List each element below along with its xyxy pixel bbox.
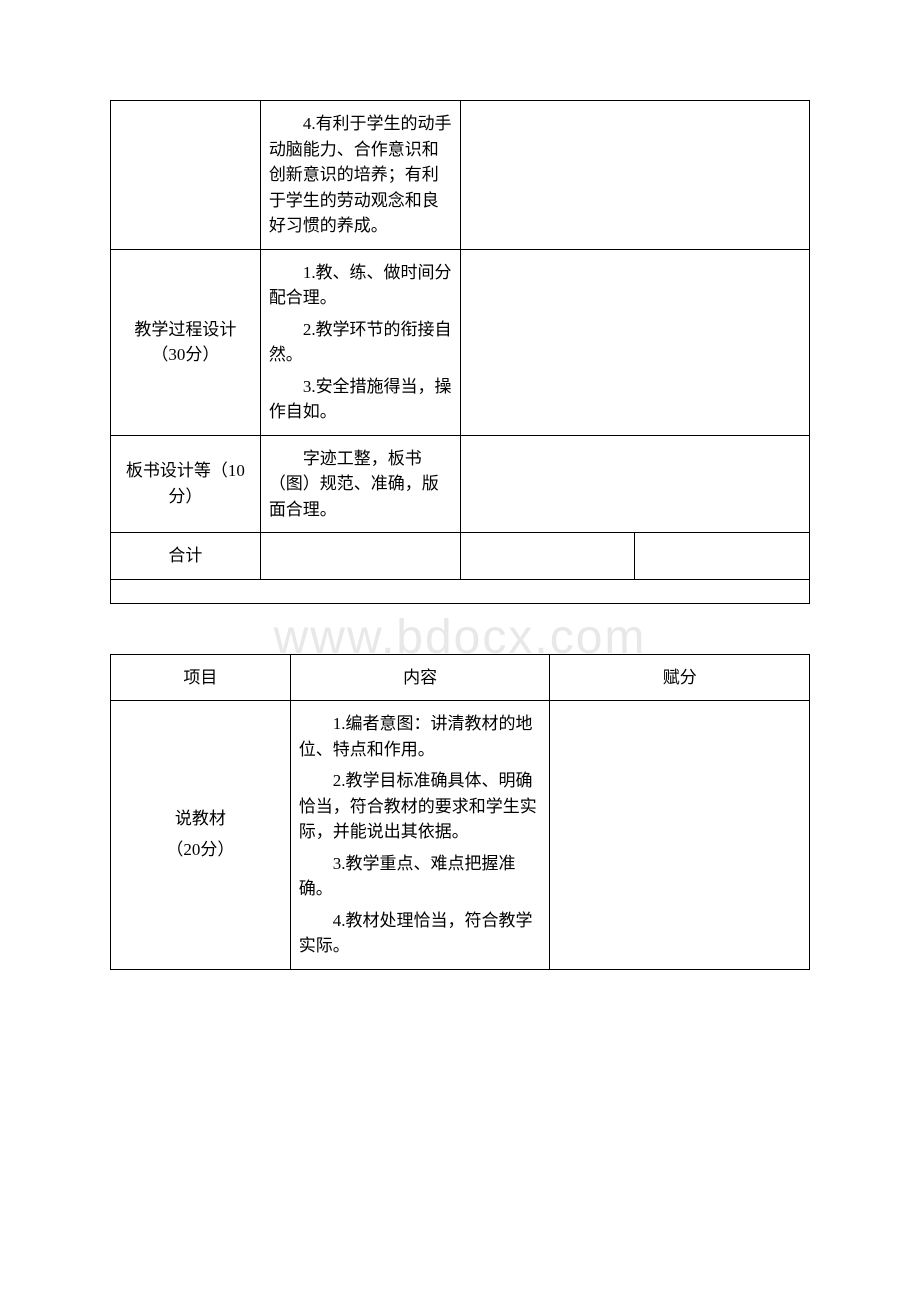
score-cell-right [635,533,810,580]
content-para: 4.有利于学生的动手动脑能力、合作意识和创新意识的培养；有利于学生的劳动观念和良… [269,111,452,239]
header-score: 赋分 [550,654,810,701]
header-content: 内容 [290,654,550,701]
content-para: 1.教、练、做时间分配合理。 [269,260,452,311]
score-cell [550,701,810,970]
content-para: 3.教学重点、难点把握准确。 [299,851,542,902]
content-cell: 1.教、练、做时间分配合理。 2.教学环节的衔接自然。 3.安全措施得当，操作自… [260,249,460,435]
table-row: 教学过程设计（30分） 1.教、练、做时间分配合理。 2.教学环节的衔接自然。 … [111,249,810,435]
category-cell: 说教材 （20分） [111,701,291,970]
content-para: 字迹工整，板书（图）规范、准确，版面合理。 [269,446,452,523]
content-para: 2.教学环节的衔接自然。 [269,317,452,368]
score-cell [460,249,809,435]
evaluation-table-2: 项目 内容 赋分 说教材 （20分） 1.编者意图：讲清教材的地位、特点和作用。… [110,654,810,970]
table-header-row: 项目 内容 赋分 [111,654,810,701]
category-line: 说教材 [119,804,282,835]
empty-row-cell [111,579,810,603]
score-cell-left [460,533,635,580]
content-para: 3.安全措施得当，操作自如。 [269,374,452,425]
category-cell: 教学过程设计（30分） [111,249,261,435]
category-cell [111,101,261,250]
table-row: 说教材 （20分） 1.编者意图：讲清教材的地位、特点和作用。 2.教学目标准确… [111,701,810,970]
category-cell: 合计 [111,533,261,580]
content-cell: 字迹工整，板书（图）规范、准确，版面合理。 [260,435,460,533]
content-cell: 1.编者意图：讲清教材的地位、特点和作用。 2.教学目标准确具体、明确恰当，符合… [290,701,550,970]
table-row [111,579,810,603]
content-cell [260,533,460,580]
evaluation-table-1: 4.有利于学生的动手动脑能力、合作意识和创新意识的培养；有利于学生的劳动观念和良… [110,100,810,604]
table-row: 合计 [111,533,810,580]
content-para: 2.教学目标准确具体、明确恰当，符合教材的要求和学生实际，并能说出其依据。 [299,768,542,845]
category-line: （20分） [119,835,282,866]
content-para: 1.编者意图：讲清教材的地位、特点和作用。 [299,711,542,762]
content-cell: 4.有利于学生的动手动脑能力、合作意识和创新意识的培养；有利于学生的劳动观念和良… [260,101,460,250]
content-para: 4.教材处理恰当，符合教学实际。 [299,908,542,959]
score-cell [460,435,809,533]
table-row: 板书设计等（10分） 字迹工整，板书（图）规范、准确，版面合理。 [111,435,810,533]
table-row: 4.有利于学生的动手动脑能力、合作意识和创新意识的培养；有利于学生的劳动观念和良… [111,101,810,250]
header-category: 项目 [111,654,291,701]
score-cell [460,101,809,250]
category-cell: 板书设计等（10分） [111,435,261,533]
